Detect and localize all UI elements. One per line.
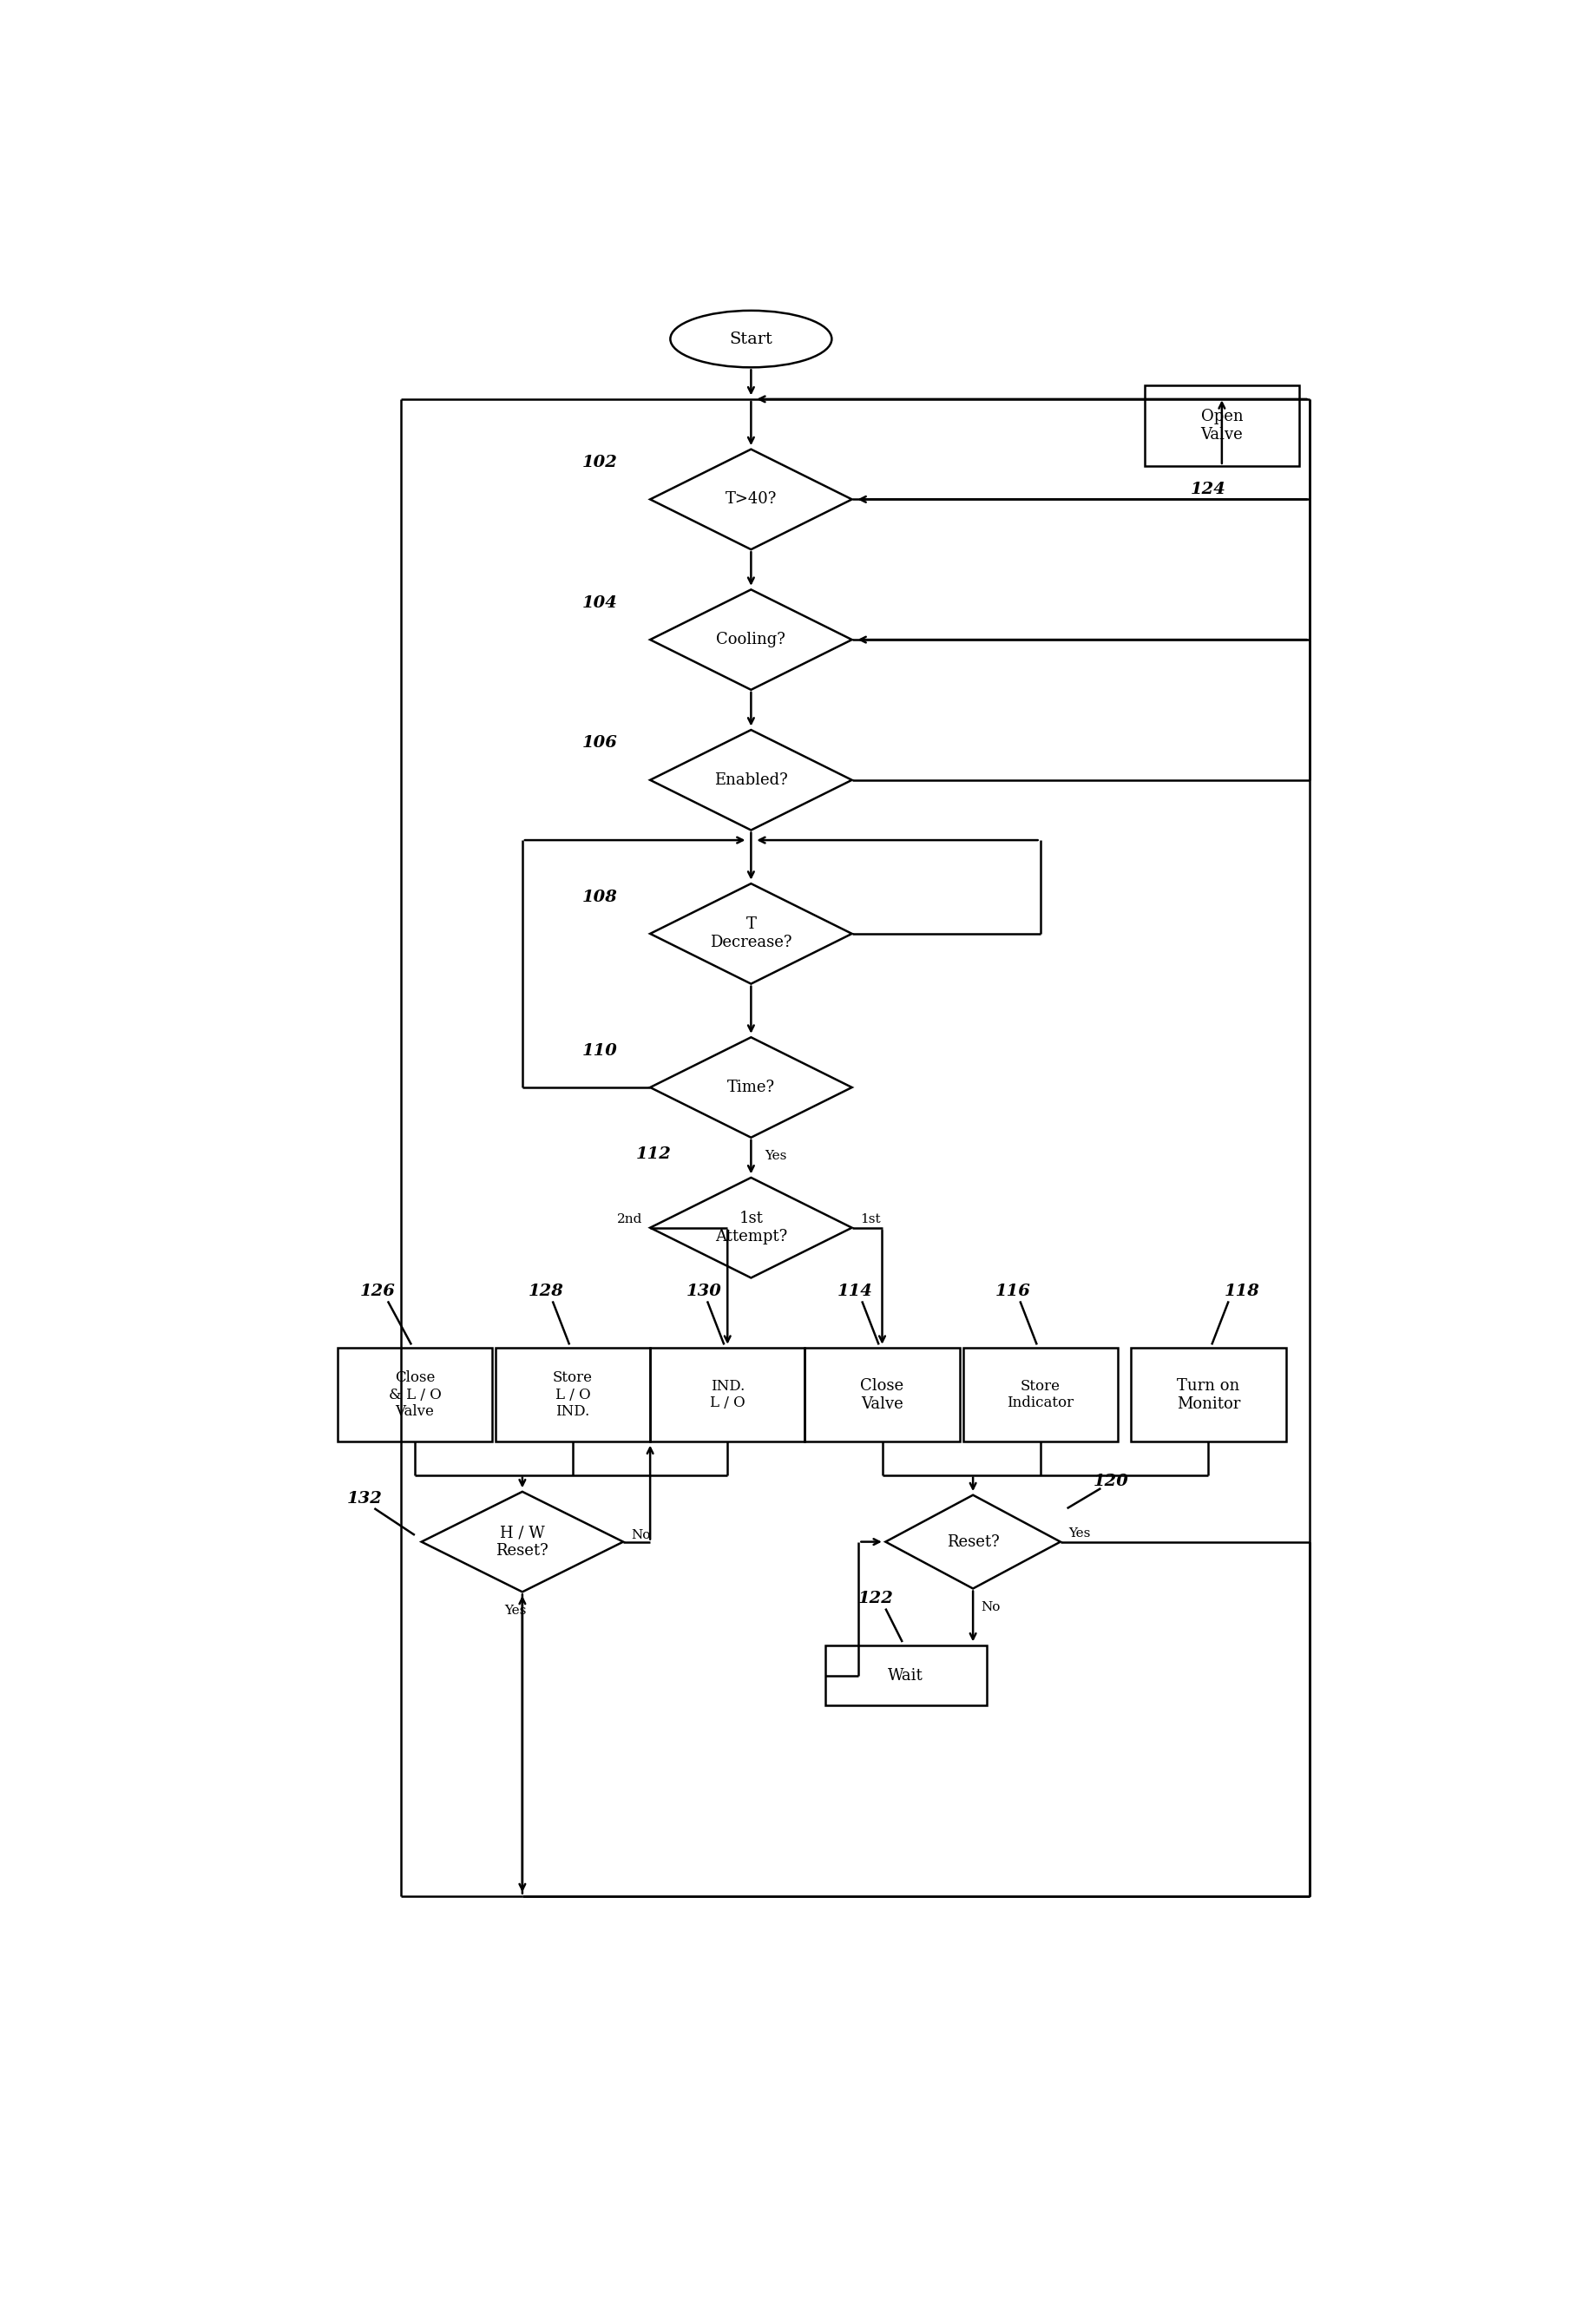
Text: 1st
Attempt?: 1st Attempt? bbox=[715, 1210, 787, 1245]
Text: 118: 118 bbox=[1224, 1284, 1259, 1298]
Text: Yes: Yes bbox=[1068, 1528, 1090, 1539]
Bar bbox=[825, 1646, 986, 1706]
Text: Yes: Yes bbox=[764, 1150, 787, 1161]
Text: 128: 128 bbox=[528, 1284, 563, 1298]
Text: H / W
Reset?: H / W Reset? bbox=[496, 1525, 549, 1558]
Text: Store
Indicator: Store Indicator bbox=[1007, 1379, 1074, 1412]
Text: IND.
L / O: IND. L / O bbox=[710, 1379, 745, 1412]
Text: 2nd: 2nd bbox=[616, 1215, 642, 1226]
Text: Close
Valve: Close Valve bbox=[860, 1377, 903, 1412]
Text: T
Decrease?: T Decrease? bbox=[710, 918, 792, 950]
Text: Store
L / O
IND.: Store L / O IND. bbox=[552, 1370, 592, 1419]
Text: 130: 130 bbox=[686, 1284, 721, 1298]
Bar bbox=[1132, 1349, 1286, 1442]
Text: Turn on
Monitor: Turn on Monitor bbox=[1176, 1377, 1240, 1412]
Text: 124: 124 bbox=[1191, 482, 1226, 496]
Text: Enabled?: Enabled? bbox=[715, 772, 788, 788]
Bar bbox=[650, 1349, 804, 1442]
Bar bbox=[495, 1349, 650, 1442]
Text: Time?: Time? bbox=[728, 1080, 776, 1094]
Text: 120: 120 bbox=[1093, 1474, 1128, 1490]
Text: 116: 116 bbox=[996, 1284, 1031, 1298]
Text: No: No bbox=[982, 1602, 1001, 1613]
Text: 122: 122 bbox=[857, 1590, 894, 1606]
Text: No: No bbox=[632, 1530, 651, 1541]
Bar bbox=[962, 1349, 1117, 1442]
Text: Reset?: Reset? bbox=[946, 1535, 999, 1551]
Text: T>40?: T>40? bbox=[725, 491, 777, 508]
Text: Yes: Yes bbox=[504, 1604, 527, 1616]
Bar bbox=[1144, 385, 1299, 466]
Text: Open
Valve: Open Valve bbox=[1200, 408, 1243, 443]
Text: 108: 108 bbox=[583, 890, 618, 904]
Text: Wait: Wait bbox=[887, 1667, 924, 1683]
Text: 112: 112 bbox=[635, 1147, 672, 1161]
Text: Close
& L / O
Valve: Close & L / O Valve bbox=[388, 1370, 440, 1419]
Text: 1st: 1st bbox=[860, 1215, 881, 1226]
Text: 126: 126 bbox=[361, 1284, 396, 1298]
Text: Cooling?: Cooling? bbox=[717, 633, 785, 647]
Text: 104: 104 bbox=[583, 596, 618, 610]
Text: 102: 102 bbox=[583, 454, 618, 471]
Bar bbox=[804, 1349, 959, 1442]
Text: 132: 132 bbox=[346, 1490, 381, 1507]
Text: Start: Start bbox=[729, 331, 772, 348]
Text: 114: 114 bbox=[838, 1284, 873, 1298]
Text: 110: 110 bbox=[583, 1043, 618, 1059]
Bar bbox=[337, 1349, 492, 1442]
Text: 106: 106 bbox=[583, 735, 618, 751]
